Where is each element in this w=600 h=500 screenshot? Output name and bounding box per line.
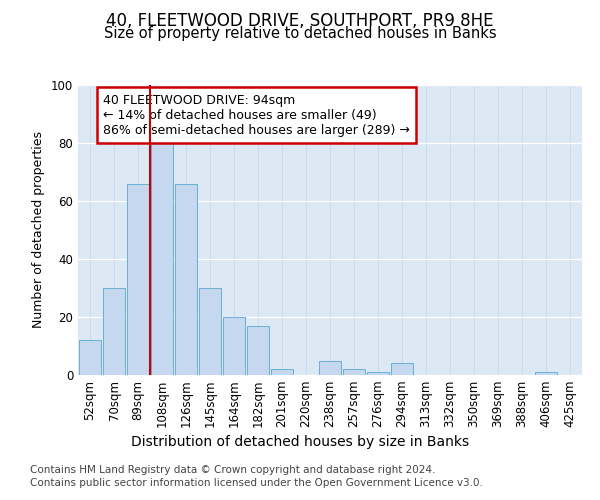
Bar <box>343 369 365 375</box>
Y-axis label: Number of detached properties: Number of detached properties <box>32 132 46 328</box>
Bar <box>223 317 245 375</box>
Bar <box>103 288 125 375</box>
Bar <box>199 288 221 375</box>
Bar <box>151 132 173 375</box>
Text: Distribution of detached houses by size in Banks: Distribution of detached houses by size … <box>131 435 469 449</box>
Bar <box>175 184 197 375</box>
Bar <box>79 340 101 375</box>
Text: Contains public sector information licensed under the Open Government Licence v3: Contains public sector information licen… <box>30 478 483 488</box>
Bar <box>391 364 413 375</box>
Text: 40, FLEETWOOD DRIVE, SOUTHPORT, PR9 8HE: 40, FLEETWOOD DRIVE, SOUTHPORT, PR9 8HE <box>106 12 494 30</box>
Bar <box>127 184 149 375</box>
Text: Size of property relative to detached houses in Banks: Size of property relative to detached ho… <box>104 26 496 41</box>
Text: 40 FLEETWOOD DRIVE: 94sqm
← 14% of detached houses are smaller (49)
86% of semi-: 40 FLEETWOOD DRIVE: 94sqm ← 14% of detac… <box>103 94 410 136</box>
Bar <box>271 369 293 375</box>
Bar <box>247 326 269 375</box>
Text: Contains HM Land Registry data © Crown copyright and database right 2024.: Contains HM Land Registry data © Crown c… <box>30 465 436 475</box>
Bar <box>319 360 341 375</box>
Bar <box>367 372 389 375</box>
Bar <box>535 372 557 375</box>
